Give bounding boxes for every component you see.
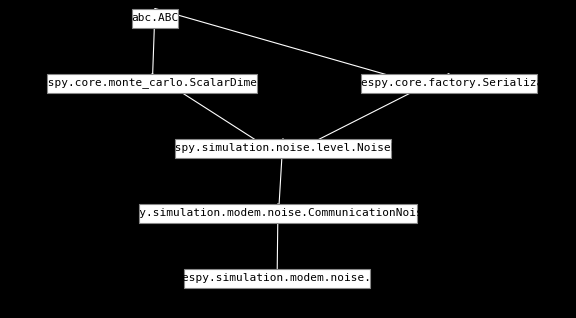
- Text: hermespy.core.monte_carlo.ScalarDimension: hermespy.core.monte_carlo.ScalarDimensio…: [14, 78, 290, 88]
- FancyBboxPatch shape: [361, 73, 537, 93]
- FancyBboxPatch shape: [175, 139, 391, 157]
- Text: hermespy.simulation.modem.noise.CommunicationNoiseLevel: hermespy.simulation.modem.noise.Communic…: [92, 208, 464, 218]
- FancyBboxPatch shape: [132, 9, 178, 27]
- FancyBboxPatch shape: [139, 204, 418, 223]
- FancyBboxPatch shape: [47, 73, 257, 93]
- Text: abc.ABC: abc.ABC: [131, 13, 179, 23]
- Text: hermespy.simulation.modem.noise.ESN0: hermespy.simulation.modem.noise.ESN0: [156, 273, 399, 283]
- FancyBboxPatch shape: [184, 268, 370, 287]
- Text: hermespy.simulation.noise.level.NoiseLevel: hermespy.simulation.noise.level.NoiseLev…: [141, 143, 425, 153]
- Text: hermespy.core.factory.Serializable: hermespy.core.factory.Serializable: [334, 78, 564, 88]
